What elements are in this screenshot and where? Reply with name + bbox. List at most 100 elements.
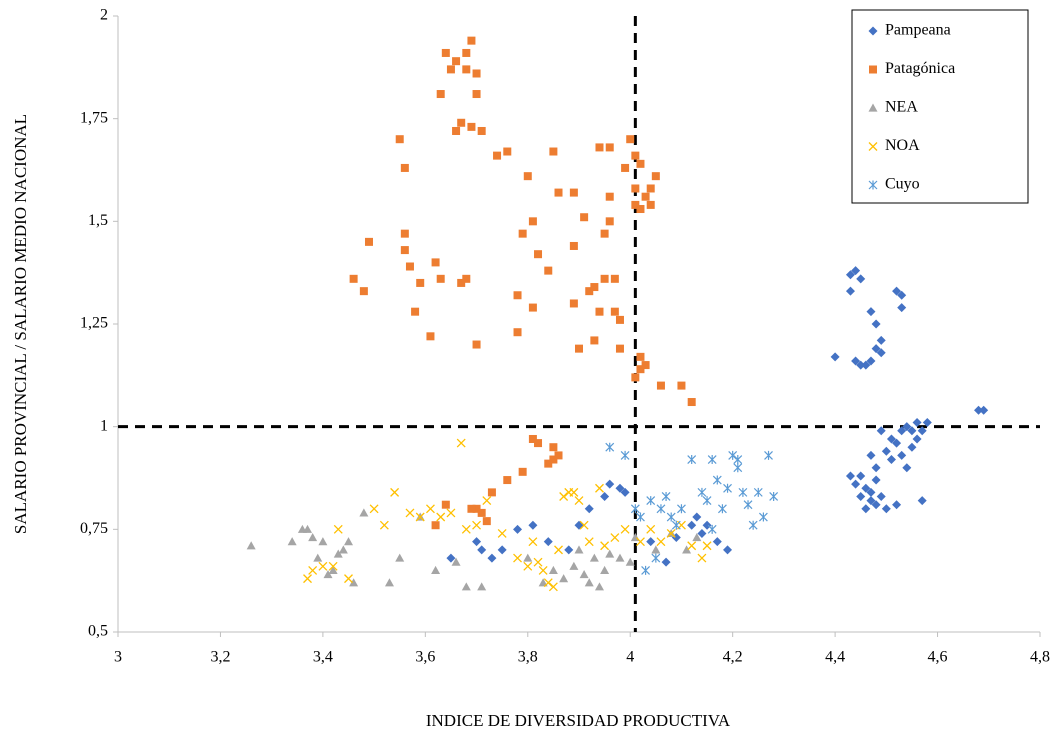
x-tick-label: 3,4 [313,649,333,666]
data-point [646,200,655,209]
data-point [344,537,353,546]
data-point [574,520,584,530]
data-point [866,356,876,366]
legend-box [851,9,1029,204]
data-point [845,270,855,280]
data-point [462,65,471,74]
data-point [472,90,481,99]
data-point [631,184,640,193]
data-point [687,455,697,465]
data-point [579,520,589,530]
data-point [636,512,645,522]
data-point [605,479,615,489]
data-point [615,483,625,493]
data-point [912,434,922,444]
data-point [411,307,420,316]
data-point [472,69,481,78]
data-point [431,565,441,574]
data-point [687,520,697,530]
legend-label: Pampeana [885,22,951,39]
data-point [487,488,496,497]
data-point [615,315,624,324]
legend-marker [868,142,878,151]
data-point [344,574,353,584]
data-point [881,504,891,514]
data-point [897,450,907,460]
data-point [349,578,359,587]
data-point [595,307,604,316]
data-point [723,545,733,555]
data-point [457,278,466,287]
data-point [671,520,681,530]
data-point [549,147,558,156]
data-point [456,438,466,448]
data-point [697,528,707,538]
data-point [651,545,661,554]
data-point [636,205,645,214]
data-point [856,491,866,501]
data-point [856,274,866,284]
data-point [287,537,297,546]
data-point [379,520,389,530]
data-point [543,537,553,547]
data-point [636,159,645,168]
data-point [584,537,594,547]
y-tick-label: 1,75 [80,109,108,126]
data-point [753,487,763,497]
x-axis-title: INDICE DE DIVERSIDAD PRODUCTIVA [426,711,731,730]
data-point [472,520,482,530]
data-point [646,184,655,193]
data-point [631,373,640,382]
data-point [600,229,609,238]
data-point [907,442,917,452]
data-point [830,352,840,362]
data-point [461,582,471,591]
data-point [457,118,466,127]
data-point [892,286,902,296]
data-point [441,48,450,57]
data-point [912,418,922,428]
data-point [845,471,855,481]
data-point [497,528,507,538]
data-point [605,442,615,452]
data-point [641,565,651,575]
data-point [528,217,537,226]
x-tick-label: 3,8 [518,649,538,666]
data-point [395,553,405,562]
data-point [554,188,563,197]
data-point [513,524,523,534]
legend-marker [868,103,878,112]
data-point [743,500,753,510]
data-point [313,553,323,562]
data-point [871,463,881,473]
data-point [728,450,738,460]
data-point [308,533,318,542]
data-point [400,229,409,238]
y-tick-label: 2 [100,7,108,24]
data-point [656,537,666,547]
data-point [871,344,881,354]
data-point [528,520,538,530]
data-point [881,446,891,456]
data-point [897,426,907,436]
data-point [733,463,743,473]
data-point [656,504,666,514]
y-tick-label: 1,25 [80,315,108,332]
x-tick-label: 3,2 [210,649,230,666]
data-point [651,553,661,563]
x-tick-label: 4,4 [825,649,845,666]
data-point [359,508,369,517]
data-point [426,332,435,341]
data-point [585,287,594,296]
data-point [666,528,676,538]
data-point [467,504,476,513]
data-point [697,487,707,497]
data-point [349,274,358,283]
data-point [677,504,686,514]
data-point [523,553,533,562]
data-point [886,455,896,465]
data-point [574,496,584,506]
data-point [400,246,409,255]
data-point [390,487,400,497]
x-tick-label: 4,2 [723,649,743,666]
